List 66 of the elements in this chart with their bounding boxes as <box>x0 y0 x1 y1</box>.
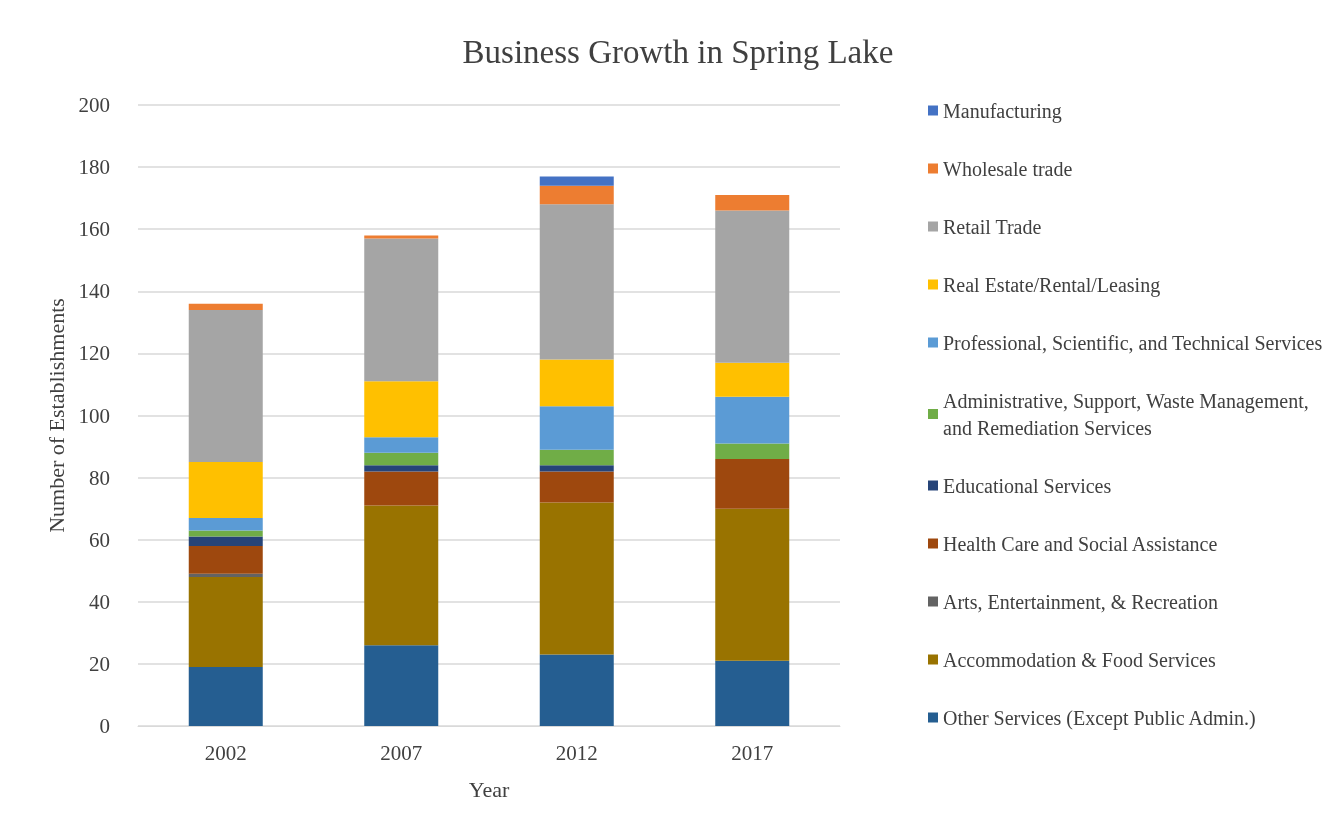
bar <box>715 396 790 444</box>
bar <box>188 573 263 577</box>
bar <box>539 204 614 360</box>
legend-label: Real Estate/Rental/Leasing <box>943 273 1161 297</box>
bar <box>188 303 263 310</box>
bar <box>715 508 790 661</box>
bar <box>364 381 439 438</box>
y-tick-label: 40 <box>89 589 110 614</box>
bar <box>715 458 790 509</box>
legend-label: Professional, Scientific, and Technical Services <box>943 331 1323 354</box>
bar <box>364 465 439 472</box>
bar <box>539 465 614 472</box>
bar <box>715 210 790 363</box>
bar <box>364 505 439 646</box>
bar <box>188 530 263 537</box>
legend-label: Accommodation & Food Services <box>943 648 1216 671</box>
legend-label: Other Services (Except Public Admin.) <box>943 706 1256 730</box>
y-tick-label: 180 <box>78 155 110 180</box>
x-tick-label: 2017 <box>731 740 774 765</box>
y-tick-label: 160 <box>78 217 110 242</box>
y-tick-label: 100 <box>78 403 110 428</box>
y-tick-label: 120 <box>78 341 110 366</box>
bar <box>364 645 439 726</box>
x-axis-title: Year <box>468 776 510 802</box>
bar <box>539 406 614 450</box>
x-tick-label: 2007 <box>380 740 423 765</box>
bar <box>715 362 790 397</box>
y-axis-title: Number of Establishments <box>44 298 70 533</box>
y-tick-label: 0 <box>99 714 110 738</box>
y-tick-label: 80 <box>89 465 110 490</box>
chart-title: Business Growth in Spring Lake <box>462 33 894 70</box>
bar <box>188 309 263 463</box>
bar <box>539 185 614 205</box>
legend-label: Manufacturing <box>943 99 1062 123</box>
bar <box>364 238 439 382</box>
bar <box>188 576 263 668</box>
bar <box>539 502 614 655</box>
y-tick-label: 20 <box>89 651 110 676</box>
y-tick-label: 200 <box>78 93 110 117</box>
legend-label: Retail Trade <box>943 215 1042 238</box>
bar <box>715 660 790 726</box>
bar <box>188 462 263 518</box>
legend-label: Arts, Entertainment, & Recreation <box>943 590 1218 613</box>
bar <box>364 437 439 453</box>
bar <box>715 443 790 459</box>
bar <box>539 449 614 466</box>
legend-label: Health Care and Social Assistance <box>943 532 1218 555</box>
bar <box>539 359 614 407</box>
bar <box>364 452 439 466</box>
legend-label: Administrative, Support, Waste Management, and Remediation Services <box>943 389 1314 439</box>
bar <box>188 667 263 726</box>
bar <box>188 545 263 574</box>
bar <box>539 654 614 726</box>
bar <box>539 471 614 503</box>
y-tick-label: 140 <box>78 279 110 304</box>
bar <box>188 517 263 531</box>
bar <box>364 235 439 239</box>
bar <box>539 176 614 186</box>
legend-label: Educational Services <box>943 474 1112 497</box>
y-tick-label: 60 <box>89 527 110 552</box>
bar <box>364 471 439 506</box>
legend-label: Wholesale trade <box>943 157 1073 180</box>
bar <box>188 536 263 546</box>
x-tick-label: 2012 <box>555 740 598 765</box>
x-tick-label: 2002 <box>204 740 247 765</box>
bar <box>715 195 790 211</box>
